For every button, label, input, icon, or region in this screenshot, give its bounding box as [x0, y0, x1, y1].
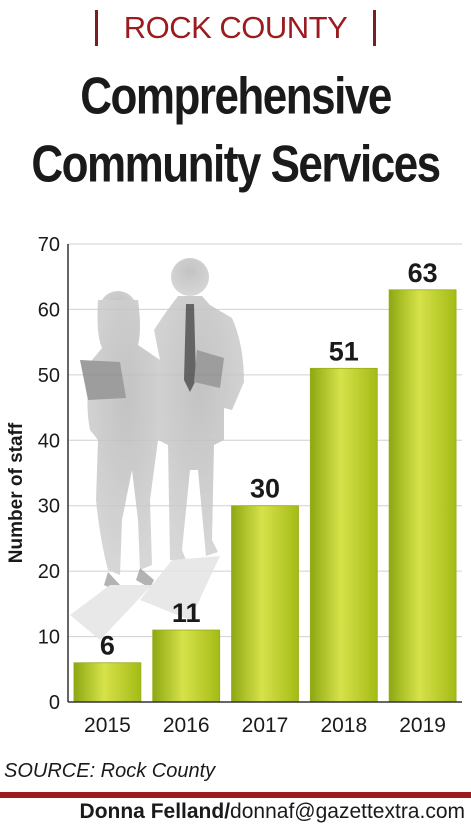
bar-chart: 6 11 30 51 63 0 10 20 30 40 50 60 70 Number of staff… — [6, 234, 462, 737]
data-label: 51 — [329, 336, 359, 366]
y-tick-label: 40 — [38, 430, 60, 452]
x-tick-label: 2016 — [163, 714, 210, 737]
x-tick-label: 2015 — [84, 714, 131, 737]
y-tick-label: 70 — [38, 234, 60, 256]
y-tick-label: 20 — [38, 561, 60, 583]
y-tick-label: 30 — [38, 496, 60, 518]
chart-title-line-2: Community Services — [31, 135, 441, 194]
bar-2019 — [388, 289, 457, 703]
bar-2015 — [73, 662, 142, 703]
y-tick-label: 60 — [38, 299, 60, 321]
bar-2018 — [309, 367, 378, 703]
bar-2017 — [231, 505, 299, 703]
y-axis-label: Number of staff — [6, 422, 27, 563]
x-tick-label: 2019 — [399, 714, 446, 737]
footer-divider — [0, 792, 471, 798]
byline-name: Donna Felland/ — [79, 800, 231, 823]
header-kicker: ROCK COUNTY — [95, 10, 376, 46]
x-tick-label: 2018 — [320, 714, 367, 737]
chart-title-line-1: Comprehensive — [80, 67, 392, 126]
byline: Donna Felland/donnaf@gazettextra.com — [80, 800, 465, 824]
data-label: 6 — [100, 631, 115, 661]
business-people-silhouette-icon — [70, 258, 244, 640]
data-labels: 6 11 30 51 63 — [100, 258, 438, 661]
data-label: 11 — [172, 598, 201, 628]
axes: 0 10 20 30 40 50 60 70 Number of staff 2015 2016 20… — [6, 234, 462, 737]
data-label: 30 — [250, 474, 280, 504]
bar-2016 — [152, 629, 221, 703]
data-label: 63 — [408, 258, 438, 288]
y-tick-label: 10 — [38, 627, 60, 649]
byline-email: donnaf@gazettextra.com — [230, 800, 465, 823]
x-tick-label: 2017 — [242, 714, 289, 737]
y-tick-label: 50 — [38, 365, 60, 387]
bars — [73, 289, 457, 703]
source-note: SOURCE: Rock County — [4, 760, 216, 782]
y-tick-label: 0 — [49, 692, 60, 714]
